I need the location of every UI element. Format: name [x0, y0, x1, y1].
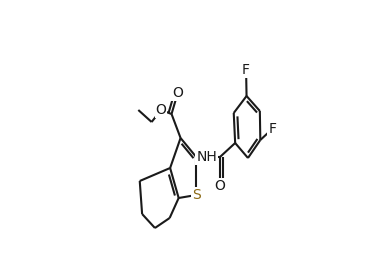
- Text: O: O: [214, 179, 225, 193]
- Text: O: O: [172, 86, 183, 100]
- Text: F: F: [268, 122, 276, 136]
- Text: O: O: [156, 103, 166, 117]
- Text: F: F: [242, 63, 250, 77]
- Text: S: S: [192, 188, 201, 202]
- Text: NH: NH: [196, 150, 217, 164]
